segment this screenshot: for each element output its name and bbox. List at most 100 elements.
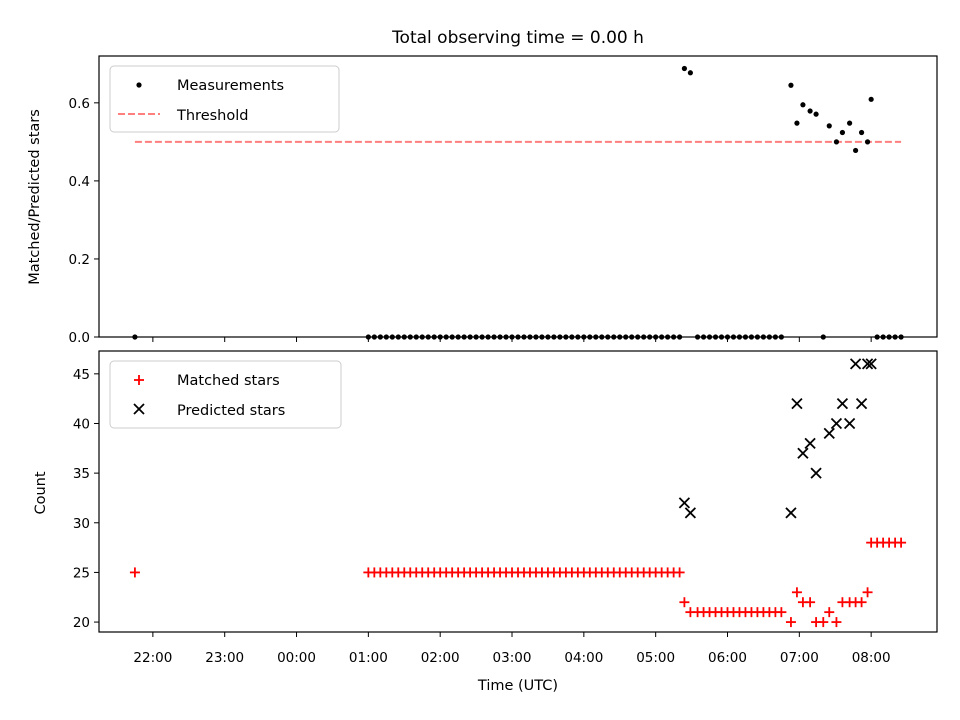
matched-star-marker (679, 597, 690, 608)
measurement-point (858, 129, 865, 136)
predicted-star-marker (785, 507, 797, 519)
x-tick-label: 05:00 (636, 650, 675, 666)
predicted-star-marker-b (865, 358, 877, 370)
top-y-tick-label: 0.2 (69, 252, 90, 268)
bottom-y-axis: 20 25 30 35 40 45 (73, 367, 99, 631)
top-panel: Total observing time = 0.00 h 0.00.20.40… (27, 28, 938, 346)
predicted-star-marker (684, 507, 697, 519)
predicted-star-marker (797, 447, 809, 459)
predicted-star-marker (823, 427, 835, 440)
measurements-legend-label: Measurements (177, 78, 284, 94)
matched-stars-legend-marker (134, 375, 144, 385)
measurement-point (826, 123, 832, 129)
bottom-y-tick-label: 20 (73, 615, 90, 631)
top-y-tick-label: 0.0 (69, 330, 90, 346)
predicted-star-marker-b (830, 417, 843, 430)
x-tick-label: 02:00 (421, 650, 460, 666)
predicted-star-marker-b (810, 467, 822, 479)
matched-star-marker (896, 537, 907, 548)
bottom-y-tick-label: 35 (73, 466, 90, 482)
x-tick-label: 08:00 (852, 650, 891, 666)
measurement-point (847, 120, 853, 126)
predicted-star-marker (678, 497, 691, 509)
top-x-ticks (152, 337, 872, 342)
x-tick-label: 06:00 (708, 650, 747, 666)
measurement-point (839, 129, 846, 136)
x-tick-label: 07:00 (780, 650, 819, 666)
measurement-point (852, 147, 859, 154)
predicted-star-marker-b (791, 397, 803, 410)
measurement-point (813, 111, 819, 117)
measurement-point (687, 70, 693, 76)
top-y-tick-label: 0.4 (69, 174, 90, 190)
predicted-star-marker-b (843, 417, 856, 430)
measurements-legend-marker (136, 82, 142, 88)
predicted-star-marker (843, 417, 856, 430)
measurement-point (864, 139, 871, 145)
matched-star-marker (129, 567, 140, 578)
bottom-y-tick-label: 25 (73, 565, 90, 581)
top-plot-frame (98, 55, 938, 338)
predicted-star-marker-b (849, 358, 862, 370)
predicted-star-marker-b (823, 427, 835, 440)
bottom-x-axis: 22:00 23:00 00:00 01:00 02:00 03:00 04:00 05:00… (133, 632, 891, 666)
predicted-star-marker-b (836, 397, 849, 410)
predicted-star-marker-b (797, 447, 809, 459)
measurement-point (807, 108, 813, 114)
bottom-y-tick-label: 40 (73, 416, 90, 432)
predicted-star-marker (830, 417, 843, 430)
matched-star-marker (856, 597, 867, 608)
predicted-star-marker (861, 358, 874, 370)
measurement-point (681, 65, 688, 72)
x-tick-label: 00:00 (277, 650, 316, 666)
bottom-legend: Matched stars Predicted stars (109, 360, 342, 429)
matched-star-marker (818, 617, 829, 628)
threshold-legend-label: Threshold (176, 108, 248, 124)
top-legend: Measurements Threshold (109, 65, 340, 133)
x-tick-label: 22:00 (133, 650, 172, 666)
chart-title: Total observing time = 0.00 h (391, 28, 644, 48)
predicted-stars-legend-label: Predicted stars (177, 403, 285, 419)
bottom-y-tick-label: 30 (73, 516, 90, 532)
predicted-star-marker (855, 397, 868, 410)
matched-star-marker (791, 587, 802, 598)
matched-star-marker (776, 607, 787, 618)
bottom-y-axis-label: Count (33, 471, 49, 514)
bottom-plot-marks (129, 358, 907, 628)
matched-star-marker (862, 587, 873, 598)
top-y-axis: 0.0 0.2 0.4 0.6 (69, 96, 99, 346)
x-tick-label: 23:00 (205, 650, 244, 666)
predicted-star-marker (810, 467, 822, 479)
bottom-legend-box (109, 360, 342, 429)
bottom-plot-frame (98, 350, 938, 633)
predicted-star-marker-b (804, 437, 816, 449)
matched-star-marker (824, 607, 835, 618)
matched-star-marker (831, 617, 842, 628)
predicted-star-marker (849, 358, 862, 370)
measurement-point (794, 120, 800, 126)
predicted-star-marker (791, 397, 803, 410)
predicted-star-marker (804, 437, 816, 449)
measurement-point (800, 102, 806, 108)
top-y-tick-label: 0.6 (69, 96, 90, 112)
bottom-panel: 20 25 30 35 40 45 22:00 23:00 00:00 01:00 02:00 03… (33, 350, 938, 694)
measurement-point (788, 82, 794, 88)
matched-star-marker (674, 567, 685, 578)
top-y-axis-label: Matched/Predicted stars (27, 109, 43, 285)
predicted-star-marker-b (678, 497, 691, 509)
matched-star-marker (785, 617, 796, 628)
predicted-star-marker-b (861, 358, 874, 370)
top-legend-box (109, 65, 340, 133)
x-tick-label: 01:00 (349, 650, 388, 666)
x-tick-label: 03:00 (493, 650, 532, 666)
matched-star-marker (805, 597, 816, 608)
predicted-star-marker (836, 397, 849, 410)
predicted-star-marker-b (855, 397, 868, 410)
x-axis-label: Time (UTC) (477, 678, 558, 694)
predicted-stars-legend-marker (133, 403, 145, 415)
predicted-star-marker-b (684, 507, 697, 519)
measurement-point (868, 96, 874, 102)
predicted-star-marker (865, 358, 877, 370)
predicted-star-marker-b (785, 507, 797, 519)
